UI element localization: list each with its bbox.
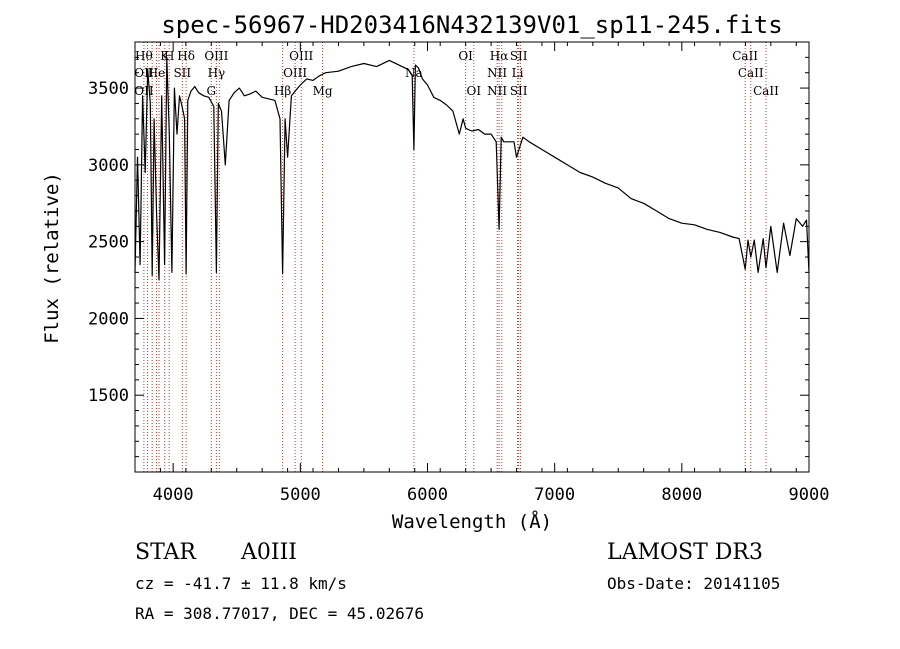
spectral-line-label: CaII: [732, 49, 758, 63]
y-tick-label: 1500: [88, 386, 129, 406]
spectral-line-label: Mg: [313, 84, 333, 98]
chart-title: spec-56967-HD203416N432139V01_sp11-245.f…: [161, 11, 782, 39]
survey-name: LAMOST DR3: [607, 540, 763, 565]
spectral-line-label: CaII: [753, 84, 779, 98]
spectral-line-label: CaII: [738, 66, 764, 80]
spectral-line-label: OI: [458, 49, 473, 63]
spectral-line-labels: HθOIIOIIHeKHSIIHδGOIIIHγHβOIIIOIIIMgNaOI…: [134, 49, 779, 98]
spectral-line-label: SII: [173, 66, 191, 80]
y-tick-label: 3000: [88, 156, 129, 176]
spectral-line-label: OIII: [204, 49, 228, 63]
spectral-line-label: Hγ: [208, 66, 226, 80]
spectral-line-label: G: [207, 84, 217, 98]
spectral-line-label: K: [160, 49, 170, 63]
spectral-line-label: Hθ: [135, 49, 153, 63]
spectral-line-label: OIII: [289, 49, 313, 63]
redshift-text: cz = -41.7 ± 11.8 km/s: [135, 574, 347, 593]
spectral-line-label: NII: [487, 84, 507, 98]
y-axis-ticks: 1500 2000 2500 3000 3500: [88, 56, 809, 458]
spectral-line-label: Hβ: [274, 84, 291, 98]
object-class: STAR: [135, 540, 197, 565]
x-axis-label: Wavelength (Å): [392, 510, 552, 533]
spectral-line-label: Hδ: [177, 49, 195, 63]
spectral-line-label: OII: [134, 66, 154, 80]
spectral-line-label: He: [148, 66, 166, 80]
spectral-line-label: Na: [405, 66, 423, 80]
plot-frame: [134, 41, 810, 473]
x-tick-label: 7000: [534, 485, 575, 505]
x-tick-label: 5000: [280, 485, 321, 505]
y-axis-label: Flux (relative): [41, 172, 63, 344]
x-tick-label: 8000: [661, 485, 702, 505]
spectral-line-label: OII: [134, 84, 154, 98]
y-tick-label: 2500: [88, 233, 129, 253]
y-tick-label: 2000: [88, 309, 129, 329]
spectral-line-label: NII: [487, 66, 507, 80]
obs-date: Obs-Date: 20141105: [607, 574, 780, 593]
y-tick-label: 3500: [88, 79, 129, 99]
spectral-line-label: SII: [510, 49, 528, 63]
spectral-line-label: Hα: [490, 49, 509, 63]
x-tick-label: 9000: [789, 485, 830, 505]
spectral-line-label: OI: [466, 84, 481, 98]
spectral-line-label: SII: [510, 84, 528, 98]
flux-series-line: [134, 56, 810, 281]
x-tick-label: 6000: [407, 485, 448, 505]
spectral-line-label: Li: [512, 66, 524, 80]
spectral-line-markers: [143, 42, 767, 472]
spectral-line-label: H: [164, 49, 174, 63]
coordinates-text: RA = 308.77017, DEC = 45.02676: [135, 604, 424, 623]
spectral-line-label: OIII: [283, 66, 307, 80]
x-axis-ticks: 4000 5000 6000 7000 8000 9000: [134, 42, 830, 505]
spectral-subclass: A0III: [240, 540, 297, 565]
x-tick-label: 4000: [153, 485, 194, 505]
series-layer: [134, 56, 810, 281]
